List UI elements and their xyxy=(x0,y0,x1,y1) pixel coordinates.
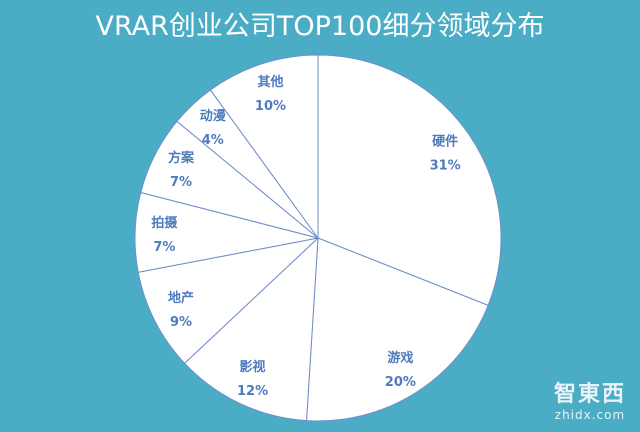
watermark-url: zhidx.com xyxy=(554,408,626,422)
watermark-logo-text: 智東西 xyxy=(553,382,626,407)
pie-slice-2 xyxy=(183,236,319,422)
pie-slice-1 xyxy=(305,237,489,422)
slice-percent-label: 20% xyxy=(385,375,416,390)
pie-slice-3 xyxy=(137,237,320,364)
slice-category-label: 地产 xyxy=(168,290,194,306)
slice-percent-label: 12% xyxy=(237,384,268,399)
slice-percent-label: 7% xyxy=(170,175,192,190)
slice-category-label: 游戏 xyxy=(387,350,413,366)
slice-percent-label: 10% xyxy=(255,99,286,114)
slice-category-label: 方案 xyxy=(168,150,195,166)
slice-category-label: 拍摄 xyxy=(151,215,178,231)
slice-percent-label: 9% xyxy=(170,315,192,330)
watermark-logo: 智東西 zhidx.com xyxy=(554,376,626,422)
slice-category-label: 其他 xyxy=(257,74,283,90)
chart-title: VRAR创业公司TOP100细分领域分布 xyxy=(95,11,545,42)
slice-category-label: 动漫 xyxy=(200,108,226,124)
slice-percent-label: 4% xyxy=(202,133,224,148)
slice-category-label: 硬件 xyxy=(432,134,458,150)
pie-slice-0 xyxy=(317,54,502,307)
slice-percent-label: 7% xyxy=(153,240,175,255)
slice-category-label: 影视 xyxy=(240,359,266,375)
pie-slice-7 xyxy=(209,54,319,240)
slice-percent-label: 31% xyxy=(430,159,461,174)
